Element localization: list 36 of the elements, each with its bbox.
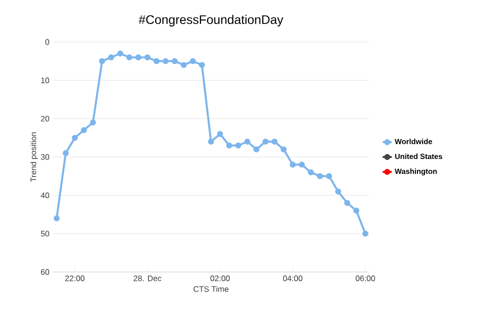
point: [335, 188, 342, 194]
point: [208, 138, 214, 145]
point: [162, 58, 169, 64]
point: [90, 120, 96, 126]
point: [244, 138, 250, 145]
point: [72, 134, 78, 141]
point: [316, 173, 323, 180]
point: [144, 54, 150, 60]
point: [99, 58, 106, 64]
point: [180, 62, 187, 68]
point: [253, 146, 260, 152]
point: [154, 58, 160, 64]
point: [353, 208, 360, 214]
point: [54, 215, 60, 222]
chart-title: #CongressFoundationDay: [138, 14, 284, 26]
point: [198, 62, 205, 68]
point: [190, 58, 196, 64]
point: [117, 50, 124, 56]
point: [135, 54, 142, 60]
point: [362, 230, 368, 237]
point: [217, 131, 224, 137]
point: [262, 138, 268, 145]
point: [126, 54, 132, 60]
point: [80, 127, 87, 134]
point: [290, 162, 296, 168]
point: [272, 138, 278, 145]
point: [235, 142, 242, 148]
point: [308, 169, 314, 176]
point: [326, 173, 332, 180]
point: [280, 146, 287, 152]
point: [298, 162, 305, 168]
point: [62, 150, 69, 156]
point: [344, 200, 350, 206]
point: [226, 142, 232, 148]
point: [172, 58, 178, 64]
point: [108, 54, 114, 60]
